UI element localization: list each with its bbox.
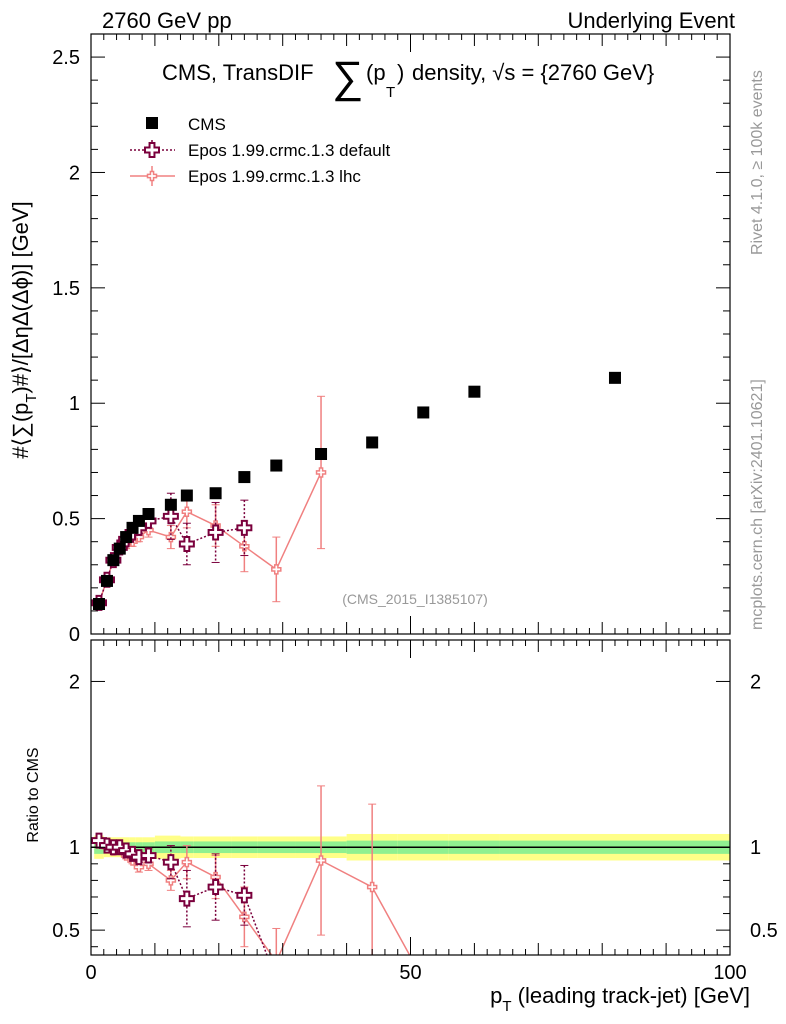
cms-point xyxy=(315,448,328,460)
plot-title-prefix: CMS, TransDIF xyxy=(162,60,314,85)
main-ylabel: #⟨∑(pT)#⟩/[ΔηΔ(Δϕ)] [GeV] xyxy=(8,201,40,458)
title-pt: (p xyxy=(366,60,386,85)
ratio-xlabel: pT (leading track-jet) [GeV] xyxy=(490,983,750,1015)
cms-point xyxy=(209,487,222,500)
plot-title-suffix: density, √s = {2760 GeV} xyxy=(412,60,654,85)
ratio-ylabel: Ratio to CMS xyxy=(25,747,42,842)
cms-point xyxy=(142,508,155,520)
rivet-label: Rivet 4.1.0, ≥ 100k events xyxy=(749,70,766,255)
cms-point xyxy=(608,371,621,384)
default-point xyxy=(162,508,179,525)
cms-point xyxy=(132,514,145,527)
legend-cms-marker xyxy=(146,117,158,129)
lhc-point xyxy=(315,467,327,478)
main-ytick-label: 1 xyxy=(69,393,80,415)
title-sum-sign: ∑ xyxy=(332,53,363,102)
title-pt-sub: T xyxy=(386,84,395,101)
header-left: 2760 GeV pp xyxy=(102,8,232,33)
ratio-default-point xyxy=(140,847,157,864)
main-panel: 0 0.5 1 1.5 2 2.5 CMS, TransDIF ∑ (p T ) dens… xyxy=(8,33,731,646)
ratio-ytick-label: 0.5 xyxy=(52,920,80,942)
title-pt-close: ) xyxy=(397,60,404,85)
lhc-point xyxy=(165,531,177,543)
ratio-ytick-label: 1 xyxy=(69,837,80,859)
cms-point xyxy=(164,498,177,511)
cms-point xyxy=(238,471,251,484)
default-point xyxy=(207,524,224,541)
ratio-default-point xyxy=(162,854,179,871)
ratio-lhc-point xyxy=(239,911,250,923)
analysis-id: (CMS_2015_I1385107) xyxy=(342,591,488,607)
ratio-xtick-label: 50 xyxy=(399,962,421,984)
lhc-point xyxy=(181,506,193,517)
ratio-lhc-point xyxy=(133,861,145,873)
header-right: Underlying Event xyxy=(567,8,735,33)
main-ytick-label: 1.5 xyxy=(52,278,80,300)
legend-default-label: Epos 1.99.crmc.1.3 default xyxy=(188,141,391,160)
ratio-lhc-point xyxy=(181,856,193,868)
cms-point xyxy=(270,459,283,472)
cms-point xyxy=(366,436,379,449)
ratio-lhc-point xyxy=(272,957,281,966)
ratio-ytick-label-right: 1 xyxy=(750,837,761,859)
ratio-ytick-label-right: 2 xyxy=(750,671,761,693)
cms-point xyxy=(180,489,193,502)
cms-point xyxy=(113,542,126,555)
cms-point xyxy=(120,531,133,544)
legend-lhc-marker xyxy=(146,170,158,182)
legend-cms-label: CMS xyxy=(188,115,226,134)
ratio-xtick-label: 100 xyxy=(713,962,746,984)
ratio-default-point xyxy=(207,879,224,896)
main-ytick-label: 0 xyxy=(69,624,80,646)
main-ytick-label: 0.5 xyxy=(52,509,80,531)
ratio-lhc-point xyxy=(315,855,327,866)
legend-lhc-label: Epos 1.99.crmc.1.3 lhc xyxy=(188,167,361,186)
cms-point xyxy=(100,574,113,587)
main-ylabel-text: #⟨∑(pT)#⟩/[ΔηΔ(Δϕ)] [GeV] xyxy=(8,201,40,458)
cms-point xyxy=(107,554,120,567)
ratio-xtick-label: 0 xyxy=(85,962,96,984)
ratio-ytick-label-right: 0.5 xyxy=(750,920,778,942)
main-ytick-label: 2.5 xyxy=(52,47,80,69)
ratio-default-point xyxy=(269,973,283,987)
ratio-panel: 0.5 0.5 1 1 2 2 0 50 100 Ratio to CMS pT (leadi… xyxy=(25,639,778,1015)
ratio-default-point xyxy=(236,887,253,904)
default-point xyxy=(236,519,253,536)
cms-point xyxy=(468,385,481,398)
ratio-lhc-point xyxy=(366,881,378,893)
cms-point xyxy=(417,406,430,419)
cms-point xyxy=(92,598,105,610)
legend-default-marker xyxy=(144,142,160,158)
legend: CMS Epos 1.99.crmc.1.3 default Epos 1.99… xyxy=(130,115,391,186)
main-ytick-label: 2 xyxy=(69,162,80,184)
mcplots-label: mcplots.cern.ch [arXiv:2401.10621] xyxy=(749,379,766,630)
lhc-point xyxy=(271,564,282,575)
ratio-default-point xyxy=(178,890,195,907)
default-point xyxy=(178,536,195,552)
ratio-ytick-label: 2 xyxy=(69,671,80,693)
lhc-point xyxy=(239,541,250,552)
